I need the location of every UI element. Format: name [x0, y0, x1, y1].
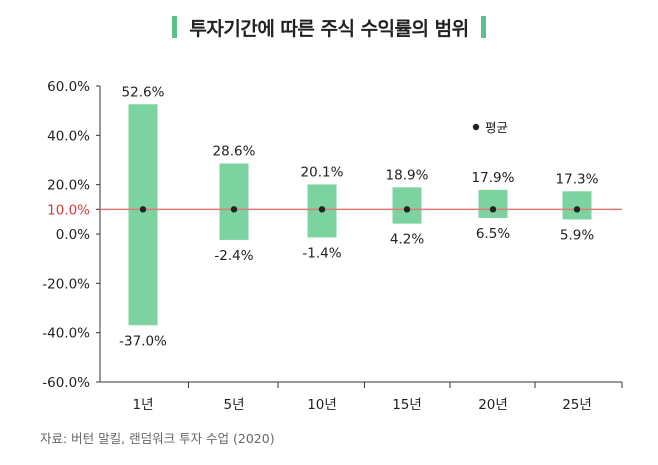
range-bar [219, 163, 249, 240]
low-value-label: 4.2% [390, 232, 424, 248]
high-value-label: 17.9% [472, 170, 515, 186]
range-bar [392, 187, 422, 224]
high-value-label: 52.6% [122, 84, 165, 100]
average-dot [230, 206, 238, 213]
range-bar [562, 191, 592, 220]
average-dot [489, 206, 497, 213]
source-caption: 자료: 버턴 말킬, 랜덤워크 투자 수업 (2020) [40, 431, 275, 446]
high-value-label: 18.9% [386, 167, 429, 183]
range-bar [478, 189, 508, 218]
y-tick-label: 40.0% [47, 128, 90, 144]
x-category-label: 20년 [478, 397, 508, 413]
x-category-label: 5년 [223, 397, 244, 413]
high-value-label: 20.1% [301, 164, 344, 180]
low-value-label: -2.4% [214, 248, 253, 264]
low-value-label: 6.5% [476, 226, 510, 242]
legend-label: 평균 [485, 120, 508, 135]
x-category-label: 15년 [392, 397, 422, 413]
chart-title: 투자기간에 따른 주식 수익률의 범위 [189, 17, 469, 40]
y-tick-label: 20.0% [47, 178, 90, 194]
y-tick-label: -40.0% [42, 326, 90, 342]
high-value-label: 17.3% [556, 171, 599, 187]
low-value-label: -1.4% [302, 245, 341, 261]
high-value-label: 28.6% [213, 143, 256, 159]
title-accent-left [172, 16, 178, 38]
low-value-label: 5.9% [560, 227, 594, 243]
range-bar [128, 104, 158, 326]
x-category-label: 1년 [132, 397, 153, 413]
legend-marker [472, 123, 480, 131]
y-tick-label: 0.0% [56, 227, 90, 243]
y-tick-label: 10.0% [47, 202, 90, 218]
low-value-label: -37.0% [119, 333, 167, 349]
y-tick-label: -60.0% [42, 375, 90, 391]
x-category-label: 25년 [562, 397, 592, 413]
y-tick-label: 60.0% [47, 79, 90, 95]
chart-title-bar: 투자기간에 따른 주식 수익률의 범위 [0, 12, 658, 42]
y-tick-label: -20.0% [42, 276, 90, 292]
title-accent-right [480, 16, 486, 38]
x-category-label: 10년 [307, 397, 337, 413]
average-dot [573, 206, 581, 213]
average-dot [403, 206, 411, 213]
average-dot [139, 206, 147, 213]
average-dot [318, 206, 326, 213]
